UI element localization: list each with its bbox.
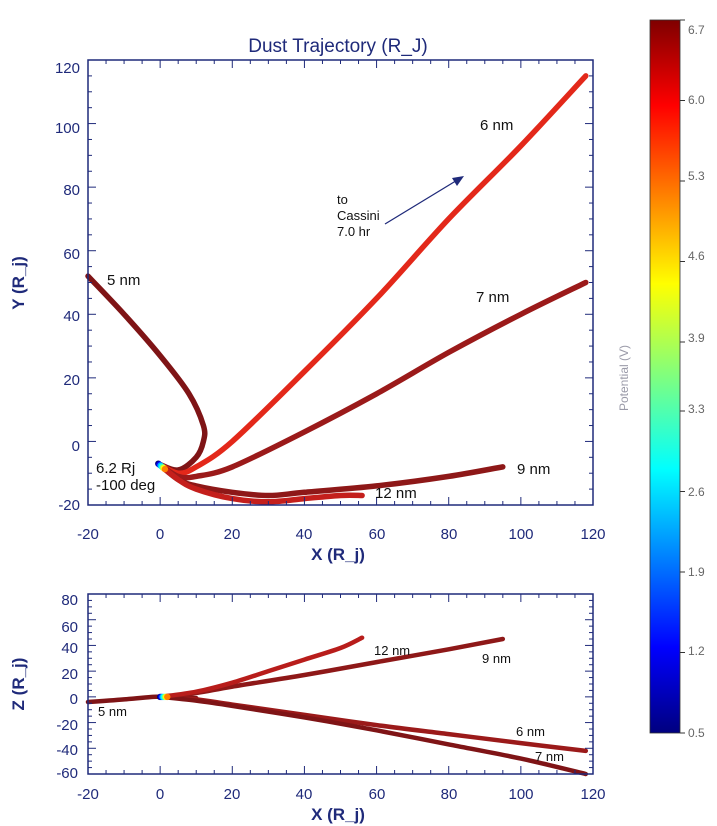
colorbar-tick-label: 6.7: [688, 23, 705, 37]
bottom-series-group: [85, 635, 589, 777]
chart-title: Dust Trajectory (R_J): [248, 36, 427, 57]
z-tick-label: 80: [61, 592, 78, 609]
y-axis-label: Y (R_j): [9, 256, 28, 310]
x-tick-label: 60: [369, 526, 386, 543]
trajectory-12nm: [157, 635, 365, 700]
label-6nm: 6 nm: [480, 117, 513, 134]
x-axis-label: X (R_j): [311, 805, 365, 824]
label-5nm: 5 nm: [107, 272, 140, 289]
y-tick-label: -20: [58, 497, 80, 514]
colorbar-tick-label: 2.6: [688, 485, 705, 499]
label-7nm: 7 nm: [535, 749, 564, 764]
z-tick-label: 40: [61, 640, 78, 657]
cassini-label: Cassini: [337, 208, 380, 223]
z-tick-label: -40: [56, 742, 78, 759]
colorbar: 6.7 6.0 5.3 4.6 3.9 3.3 2.6 1.9 1.2 0.5 …: [617, 19, 705, 740]
z-axis-label: Z (R_j): [9, 658, 28, 711]
colorbar-tick-label: 1.9: [688, 565, 705, 579]
label-6nm: 6 nm: [516, 724, 545, 739]
colorbar-tick-label: 0.5: [688, 726, 705, 740]
cassini-time-label: 7.0 hr: [337, 224, 371, 239]
x-tick-label: 80: [441, 786, 458, 803]
z-tick-label: -60: [56, 765, 78, 782]
x-tick-label: 120: [580, 526, 605, 543]
label-9nm: 9 nm: [517, 461, 550, 478]
trajectory-start-marker: [164, 693, 171, 701]
x-tick-label: 40: [296, 526, 313, 543]
trajectory-7nm: [155, 279, 589, 481]
y-tick-label: 80: [63, 182, 80, 199]
top-plot-frame: [87, 59, 594, 506]
x-tick-label: 80: [441, 526, 458, 543]
trajectory-7nm: [157, 694, 589, 777]
x-tick-label: -20: [77, 526, 99, 543]
trajectory-6nm: [155, 73, 589, 477]
label-7nm: 7 nm: [476, 289, 509, 306]
colorbar-tick-label: 3.9: [688, 331, 705, 345]
label-5nm: 5 nm: [98, 704, 127, 719]
y-tick-label: 40: [63, 308, 80, 325]
label-9nm: 9 nm: [482, 651, 511, 666]
bottom-plot-frame: [87, 593, 594, 775]
colorbar-label: Potential (V): [617, 345, 631, 411]
y-tick-label: 20: [63, 372, 80, 389]
start-angle-label: -100 deg: [96, 477, 155, 494]
x-tick-label: 20: [224, 526, 241, 543]
top-chart: Dust Trajectory (R_J) -20 0 20 40 60 80 …: [9, 36, 606, 564]
colorbar-gradient: [649, 19, 681, 734]
z-tick-label: 60: [61, 619, 78, 636]
trajectory-start-marker: [161, 465, 169, 473]
colorbar-tick-label: 3.3: [688, 402, 705, 416]
top-tick-marks: [87, 59, 594, 506]
cassini-arrow: [384, 176, 464, 225]
top-series-group: [85, 73, 589, 505]
bottom-tick-marks: [87, 593, 594, 775]
z-tick-label: -20: [56, 717, 78, 734]
colorbar-tick-label: 1.2: [688, 644, 705, 658]
x-tick-label: 100: [508, 526, 533, 543]
y-tick-label: 0: [72, 438, 80, 455]
trajectory-5nm: [85, 273, 208, 473]
colorbar-tick-label: 6.0: [688, 93, 705, 107]
x-tick-label: 0: [156, 786, 164, 803]
start-radius-label: 6.2 Rj: [96, 460, 135, 477]
x-tick-label: 60: [369, 786, 386, 803]
z-tick-label: 20: [61, 666, 78, 683]
cassini-to-label: to: [337, 192, 348, 207]
label-12nm: 12 nm: [375, 485, 417, 502]
y-tick-label: 120: [55, 60, 80, 77]
colorbar-tick-label: 4.6: [688, 249, 705, 263]
colorbar-tick-label: 5.3: [688, 169, 705, 183]
bottom-chart: -20 0 20 40 60 80 100 120 80 60 40 20 0 …: [9, 592, 606, 824]
y-tick-label: 100: [55, 120, 80, 137]
x-tick-label: 100: [508, 786, 533, 803]
x-tick-label: 20: [224, 786, 241, 803]
z-tick-label: 0: [70, 691, 78, 708]
label-12nm: 12 nm: [374, 643, 410, 658]
x-axis-label: X (R_j): [311, 545, 365, 564]
colorbar-tick-marks: [680, 19, 685, 734]
x-tick-label: -20: [77, 786, 99, 803]
y-tick-label: 60: [63, 246, 80, 263]
x-tick-label: 120: [580, 786, 605, 803]
x-tick-label: 0: [156, 526, 164, 543]
x-tick-label: 40: [296, 786, 313, 803]
